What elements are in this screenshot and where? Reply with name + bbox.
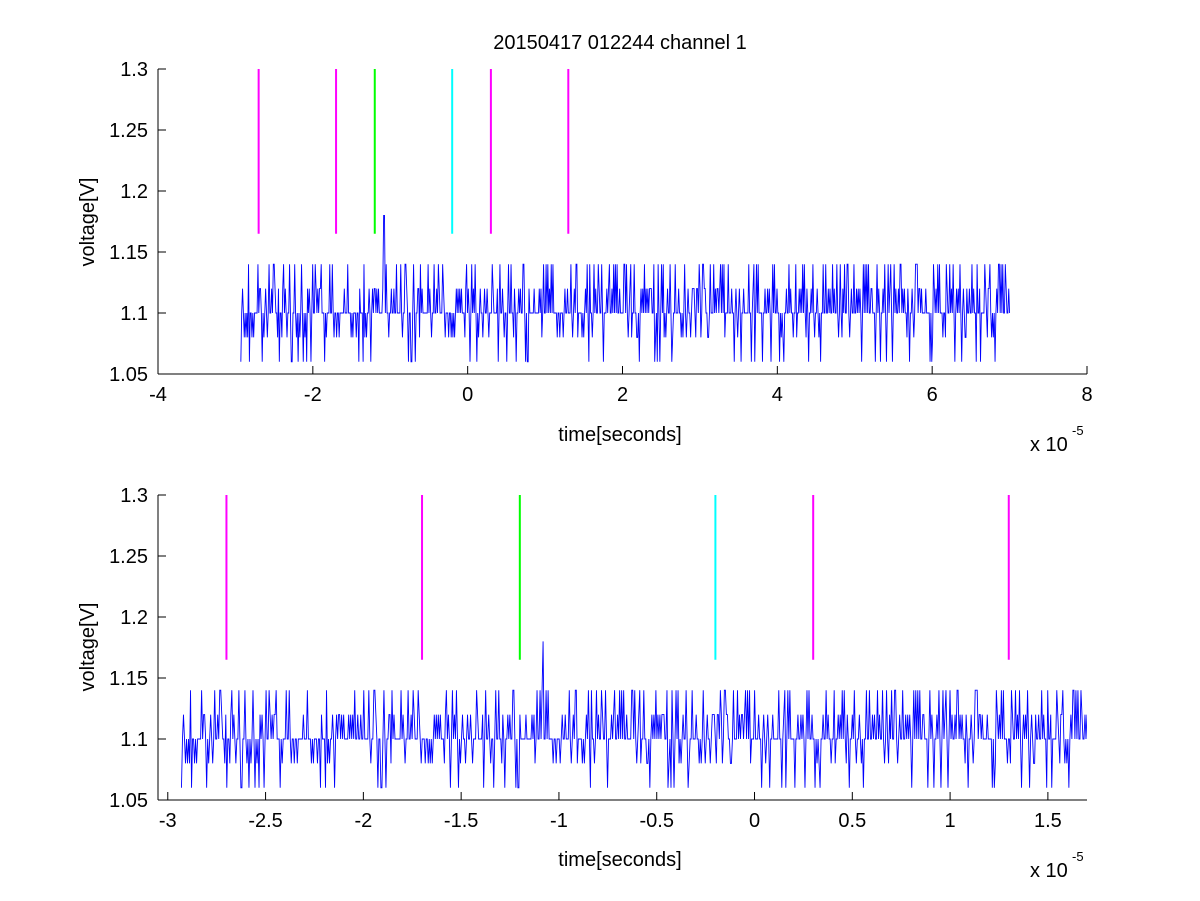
x-tick-label: -1.5 bbox=[444, 810, 478, 832]
subplot-top: 20150417 012244 channel 1 -4 -2 0 2 4 6 8 1.05 1… bbox=[77, 32, 1093, 456]
x-axis-multiplier: x 10 bbox=[1030, 860, 1068, 882]
y-tick-label: 1.25 bbox=[109, 120, 148, 142]
x-tick-label: -2.5 bbox=[248, 810, 282, 832]
y-tick-label: 1.1 bbox=[120, 303, 148, 325]
chart-title: 20150417 012244 channel 1 bbox=[493, 32, 747, 54]
y-axis-label: voltage[V] bbox=[77, 603, 99, 692]
x-axis-multiplier-exponent: -5 bbox=[1072, 423, 1084, 438]
voltage-trace bbox=[181, 641, 1087, 789]
y-tick-label: 1.15 bbox=[109, 242, 148, 264]
plot-area-top bbox=[240, 69, 1011, 363]
x-tick-label: 8 bbox=[1081, 384, 1092, 406]
x-axis-multiplier: x 10 bbox=[1030, 434, 1068, 456]
plot-area-bottom bbox=[181, 495, 1087, 789]
x-tick-label: 0 bbox=[749, 810, 760, 832]
x-tick-label: -2 bbox=[304, 384, 322, 406]
x-tick-label: 1.5 bbox=[1034, 810, 1062, 832]
x-axis-label: time[seconds] bbox=[558, 424, 681, 446]
y-tick-label: 1.15 bbox=[109, 668, 148, 690]
x-tick-label: -2 bbox=[354, 810, 372, 832]
x-tick-label: 6 bbox=[927, 384, 938, 406]
x-tick-label: 1 bbox=[945, 810, 956, 832]
x-tick-label: 0 bbox=[462, 384, 473, 406]
x-tick-label: 2 bbox=[617, 384, 628, 406]
x-tick-label: 0.5 bbox=[838, 810, 866, 832]
y-tick-label: 1.05 bbox=[109, 364, 148, 386]
x-tick-label: 4 bbox=[772, 384, 783, 406]
x-tick-label: -3 bbox=[159, 810, 177, 832]
x-tick-label: -0.5 bbox=[639, 810, 673, 832]
y-tick-label: 1.1 bbox=[120, 729, 148, 751]
x-axis-label: time[seconds] bbox=[558, 849, 681, 871]
y-tick-label: 1.05 bbox=[109, 790, 148, 812]
axes-top: -4 -2 0 2 4 6 8 1.05 1.1 1.15 1.2 1.25 1.3 bbox=[109, 59, 1093, 406]
voltage-trace bbox=[240, 214, 1011, 363]
axes-bottom: -3 -2.5 -2 -1.5 -1 -0.5 0 0.5 1 1.5 1.05 1.1 1.15 1.2… bbox=[109, 485, 1087, 832]
y-tick-label: 1.3 bbox=[120, 485, 148, 507]
x-tick-label: -4 bbox=[149, 384, 167, 406]
y-tick-label: 1.25 bbox=[109, 546, 148, 568]
x-axis-multiplier-exponent: -5 bbox=[1072, 849, 1084, 864]
y-tick-label: 1.3 bbox=[120, 59, 148, 81]
y-tick-label: 1.2 bbox=[120, 607, 148, 629]
y-axis-label: voltage[V] bbox=[77, 178, 99, 267]
x-tick-label: -1 bbox=[550, 810, 568, 832]
y-tick-label: 1.2 bbox=[120, 181, 148, 203]
subplot-bottom: -3 -2.5 -2 -1.5 -1 -0.5 0 0.5 1 1.5 1.05 1.1 1.15 1.2… bbox=[77, 485, 1087, 882]
